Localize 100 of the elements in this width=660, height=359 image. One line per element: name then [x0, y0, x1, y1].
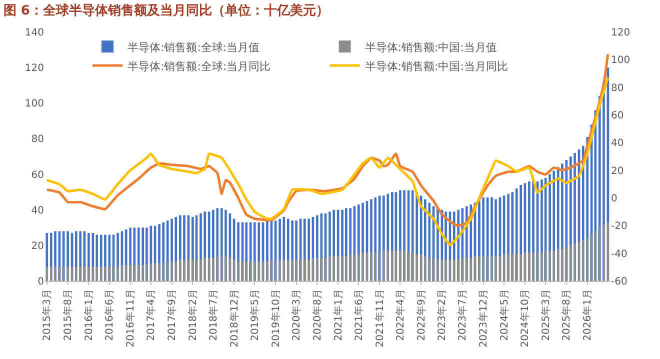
- bar: [420, 254, 422, 281]
- bar: [603, 224, 605, 281]
- x-tick-label: 2025年8月: [560, 289, 573, 341]
- bar: [158, 263, 160, 281]
- bar: [266, 261, 268, 281]
- bar: [466, 258, 468, 281]
- x-tick-label: 2025年3月: [540, 289, 552, 341]
- bar: [353, 254, 356, 281]
- bar: [104, 266, 106, 281]
- bar: [349, 254, 351, 281]
- bar: [121, 264, 123, 281]
- bar: [287, 260, 289, 281]
- x-tick-label: 2021年1月: [332, 289, 344, 341]
- bar: [221, 256, 223, 281]
- bar: [532, 252, 534, 281]
- bar: [71, 266, 73, 281]
- x-tick-label: 2018年7月: [207, 289, 220, 341]
- bar: [333, 256, 335, 281]
- bar: [46, 266, 48, 281]
- x-tick-label: 2021年6月: [352, 289, 365, 341]
- bar: [582, 240, 584, 281]
- bar: [58, 266, 60, 281]
- bar: [341, 256, 343, 281]
- x-tick-label: 2016年6月: [104, 289, 116, 341]
- bar: [570, 245, 572, 281]
- chart-title: 图 6：全球半导体销售额及当月同比（单位：十亿美元）: [3, 2, 329, 18]
- bar: [370, 252, 372, 281]
- legend-label: 半导体:销售额:全球:当月值: [128, 40, 260, 54]
- y-tick-label: 40: [31, 205, 44, 216]
- x-tick-label: 2024年10月: [519, 289, 532, 348]
- bar: [586, 238, 588, 281]
- bar: [241, 261, 244, 281]
- bar: [437, 260, 439, 281]
- y2-tick-label: 60: [611, 110, 624, 122]
- y-tick-label: 100: [24, 98, 44, 110]
- bar: [320, 258, 322, 281]
- bar: [337, 256, 339, 281]
- bar: [237, 261, 239, 281]
- bar: [117, 266, 119, 281]
- bar: [88, 266, 90, 281]
- bar: [403, 250, 405, 281]
- bar: [432, 258, 434, 281]
- x-tick-label: 2024年5月: [498, 289, 510, 341]
- bar: [112, 266, 114, 281]
- bar: [395, 250, 397, 281]
- bar: [304, 260, 306, 281]
- bar: [362, 252, 364, 281]
- bar: [391, 250, 393, 281]
- bar: [299, 260, 302, 281]
- bar: [445, 260, 447, 281]
- bar: [358, 254, 360, 281]
- bar: [249, 261, 252, 281]
- bar: [54, 266, 56, 281]
- bar: [399, 250, 401, 281]
- bar: [179, 260, 181, 281]
- bar: [150, 263, 152, 281]
- bar: [50, 266, 52, 281]
- legend-label: 半导体:销售额:中国:当月值: [364, 40, 497, 54]
- bar: [578, 242, 580, 281]
- bar: [204, 258, 206, 281]
- x-tick-label: 2016年1月: [82, 289, 95, 341]
- x-tick-label: 2019年10月: [270, 289, 282, 348]
- x-tick-label: 2020年8月: [311, 289, 324, 341]
- bar: [183, 260, 185, 281]
- bar: [225, 256, 227, 281]
- bar: [407, 252, 410, 281]
- bar: [453, 260, 455, 281]
- bar: [544, 250, 546, 281]
- bar: [528, 252, 530, 281]
- line-series: [46, 76, 610, 246]
- bar: [329, 256, 331, 281]
- bar: [195, 260, 198, 281]
- bar: [67, 266, 69, 281]
- bar: [175, 261, 177, 281]
- y-tick-label: 140: [24, 28, 44, 38]
- bar: [133, 264, 136, 281]
- bar: [486, 256, 488, 281]
- y2-tick-label: -40: [611, 248, 628, 260]
- y2-tick-label: 0: [611, 194, 618, 204]
- bar: [374, 252, 376, 281]
- bar: [96, 266, 98, 281]
- bar: [291, 260, 293, 281]
- x-tick-label: 2023年7月: [456, 289, 469, 341]
- bar: [574, 244, 576, 281]
- bar: [461, 258, 464, 281]
- bar: [553, 250, 555, 281]
- x-tick-label: 2015年3月: [41, 289, 54, 341]
- bar: [187, 260, 190, 281]
- bar: [428, 258, 430, 281]
- bar: [192, 260, 194, 281]
- bar: [561, 248, 563, 281]
- bar: [383, 250, 385, 281]
- bar: [312, 258, 314, 281]
- bar: [474, 256, 476, 281]
- bar: [449, 260, 451, 281]
- bar: [507, 254, 509, 281]
- bar: [212, 258, 214, 281]
- x-tick-label: 2018年2月: [186, 289, 199, 341]
- bar: [598, 228, 600, 281]
- bar: [536, 252, 538, 281]
